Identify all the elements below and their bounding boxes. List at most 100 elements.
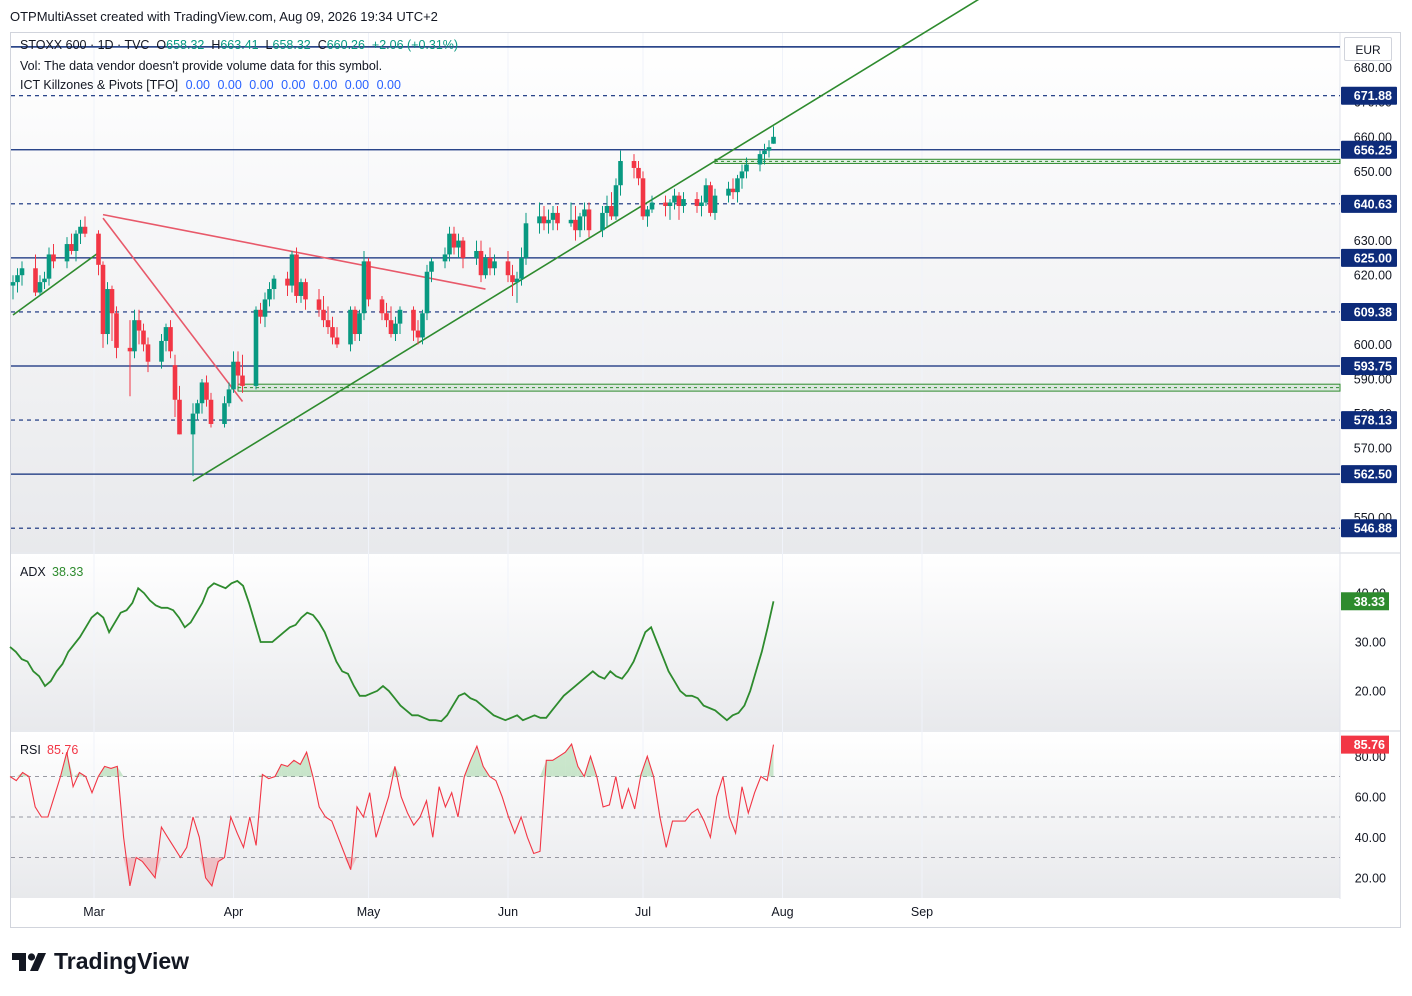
rsi-tick-label: 20.00	[1355, 871, 1386, 885]
rsi-zone-fill	[552, 756, 559, 777]
candle-body	[546, 219, 551, 224]
candle-body	[42, 278, 47, 283]
adx-line	[9, 579, 775, 723]
candle-body	[199, 382, 205, 404]
ict-name[interactable]: ICT Killzones & Pivots [TFO]	[20, 78, 179, 92]
price-tick-label: 630.00	[1354, 234, 1392, 248]
rsi-zone-fill	[110, 766, 118, 777]
candle-body	[105, 289, 110, 335]
candle-body	[384, 313, 389, 321]
chart-frame	[10, 32, 1401, 928]
candle-body	[46, 254, 52, 279]
candle-body	[483, 257, 488, 276]
candle-body	[708, 185, 713, 213]
candle-body	[15, 275, 20, 283]
pivot-label-bg	[1341, 411, 1397, 430]
close-label: C	[317, 38, 327, 52]
candle-body	[420, 313, 425, 338]
rsi-title: RSI	[20, 743, 41, 757]
high-label: H	[211, 38, 221, 52]
currency-button[interactable]: EUR	[1344, 37, 1392, 61]
candle-body	[109, 289, 115, 314]
candle-body	[667, 202, 673, 206]
rsi-zone-fill	[104, 766, 111, 777]
candle-body	[316, 299, 322, 310]
price-tick-label: 570.00	[1354, 442, 1392, 456]
open-value: 658.32	[166, 38, 205, 52]
adx-title: ADX	[20, 565, 46, 579]
candle-body	[19, 268, 25, 276]
candle-body	[568, 219, 574, 224]
candle-body	[393, 323, 398, 335]
candle-body	[676, 195, 682, 206]
candle-body	[141, 330, 146, 345]
symbol-legend[interactable]: STOXX 600 · 1D · TVC O658.32 H663.41 L65…	[20, 38, 458, 52]
pane-background	[11, 554, 1340, 730]
pivot-label: 640.63	[1354, 197, 1392, 211]
candle-body	[168, 327, 173, 352]
rsi-zone-fill	[148, 857, 156, 878]
rsi-zone-fill	[350, 857, 358, 870]
candle-body	[334, 337, 340, 345]
pivot-label-bg	[1341, 302, 1397, 321]
candle-body	[96, 233, 101, 265]
candle-body	[703, 185, 709, 203]
candle-body	[82, 226, 88, 234]
close-value: 660.26	[326, 38, 365, 52]
x-tick-label: Sep	[911, 905, 933, 919]
pivot-label-bg	[1341, 519, 1397, 538]
rsi-zone-fill	[16, 772, 23, 777]
candle-body	[523, 223, 529, 258]
trend-line	[12, 252, 99, 316]
candle-body	[735, 178, 740, 193]
candle-body	[321, 309, 326, 321]
candle-body	[267, 289, 272, 300]
candle-body	[33, 268, 38, 293]
ict-value: 0.00	[376, 78, 401, 92]
pane-background	[11, 732, 1340, 898]
rsi-zone-fill	[287, 760, 294, 777]
candle-body	[352, 309, 358, 335]
symbol-name[interactable]: STOXX 600 · 1D · TVC	[20, 38, 150, 52]
candle-body	[204, 382, 209, 400]
candle-body	[681, 199, 686, 206]
rsi-zone-fill	[300, 752, 307, 777]
candle-body	[136, 320, 142, 331]
candle-body	[235, 361, 241, 376]
ict-legend[interactable]: ICT Killzones & Pivots [TFO] 0.00 0.00 0…	[20, 78, 401, 92]
candle-body	[303, 282, 308, 300]
rsi-zone-fill	[256, 774, 263, 777]
rsi-zone-fill	[205, 857, 212, 886]
volume-legend: Vol: The data vendor doesn't provide vol…	[20, 59, 383, 73]
tradingview-logo-icon	[12, 952, 46, 971]
candle-body	[555, 212, 560, 224]
candle-body	[550, 212, 556, 220]
candle-body	[649, 202, 655, 210]
pivot-label: 671.88	[1354, 89, 1392, 103]
trend-line	[102, 213, 486, 290]
candle-body	[586, 209, 592, 231]
candle-body	[325, 320, 331, 328]
candle-body	[231, 361, 236, 390]
rsi-line	[9, 742, 775, 888]
candle-body	[411, 309, 416, 331]
candle-body	[573, 219, 578, 231]
candle-body	[762, 150, 767, 155]
rsi-tick-label: 40.00	[1355, 831, 1386, 845]
candle-body	[361, 261, 367, 314]
chart-caption: OTPMultiAsset created with TradingView.c…	[10, 9, 438, 24]
tradingview-logo[interactable]: TradingView	[12, 948, 189, 975]
candle-body	[456, 240, 461, 248]
candle-body	[699, 202, 704, 206]
price-tick-label: 590.00	[1354, 373, 1392, 387]
candle-body	[289, 254, 295, 286]
pivot-label-bg	[1341, 140, 1397, 159]
price-tick-label: 600.00	[1354, 338, 1392, 352]
pivot-label-bg	[1341, 465, 1397, 484]
pivot-label-bg	[1341, 248, 1397, 267]
candle-body	[379, 299, 385, 314]
candle-body	[294, 254, 299, 296]
adx-value: 38.33	[52, 565, 83, 579]
candle-body	[726, 188, 731, 196]
